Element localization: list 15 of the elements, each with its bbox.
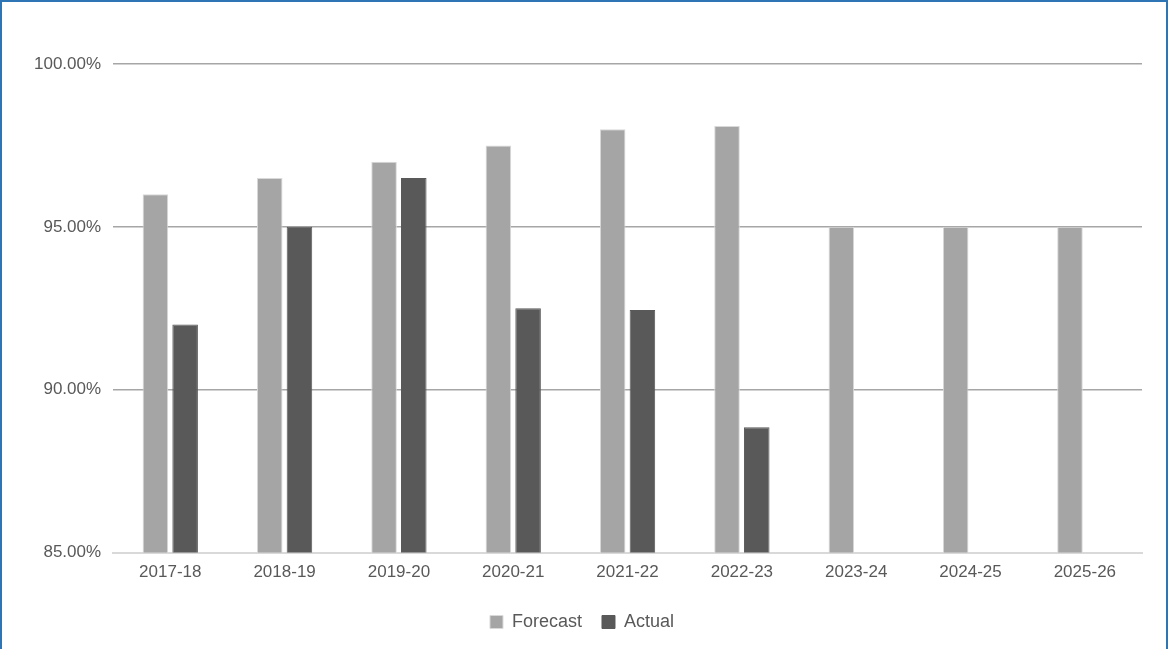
y-tick-label: 90.00% xyxy=(43,379,102,399)
legend-label: Forecast xyxy=(511,610,583,631)
y-tick-label: 100.00% xyxy=(33,53,102,73)
x-tick-label: 2022-23 xyxy=(710,562,774,582)
x-tick-label: 2021-22 xyxy=(596,562,659,582)
x-tick-label: 2025-26 xyxy=(1053,562,1117,582)
legend-label: Actual xyxy=(624,610,675,631)
x-tick-label: 2020-21 xyxy=(482,562,545,582)
x-tick-label: 2018-19 xyxy=(253,562,316,582)
x-tick-label: 2024-25 xyxy=(939,562,1002,582)
x-tick-label: 2017-18 xyxy=(139,562,202,582)
x-tick-label: 2023-24 xyxy=(825,562,888,582)
x-tick-label: 2019-20 xyxy=(367,562,431,582)
y-tick-label: 85.00% xyxy=(43,542,102,562)
y-tick-label: 95.00% xyxy=(43,216,102,236)
